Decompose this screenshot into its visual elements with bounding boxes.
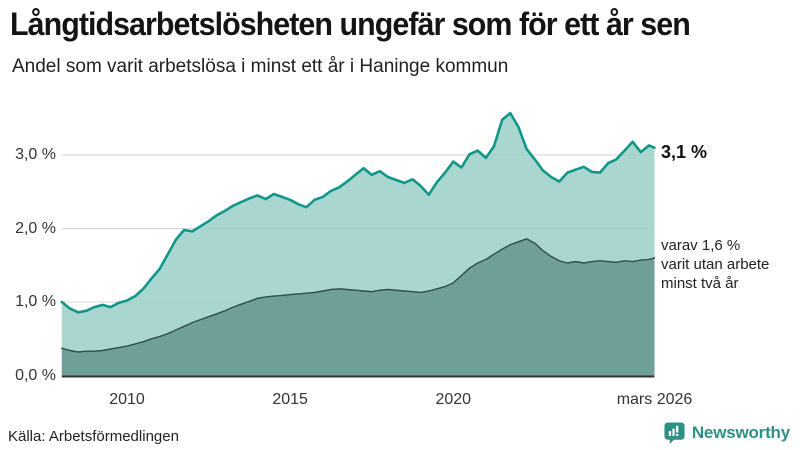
newsworthy-logo-icon (664, 422, 685, 444)
x-tick-label: 2020 (435, 391, 472, 408)
x-tick-label: 2015 (272, 391, 308, 408)
secondary-series-annotation: varav 1,6 % varit utan arbete minst två … (661, 236, 769, 293)
y-tick-label: 3,0 % (15, 146, 56, 163)
y-tick-label: 2,0 % (15, 219, 56, 237)
source-attribution: Källa: Arbetsförmedlingen (8, 428, 179, 445)
x-tick-label: 2010 (109, 391, 145, 408)
latest-value-label: 3,1 % (661, 142, 708, 162)
chart-title: Långtidsarbetslösheten ungefär som för e… (10, 6, 691, 42)
annotation-line-2: varit utan arbete (661, 256, 770, 273)
x-tick-label: mars 2026 (616, 391, 693, 408)
annotation-line-1: varav 1,6 % (661, 237, 741, 254)
chart-subtitle: Andel som varit arbetslösa i minst ett å… (12, 56, 509, 77)
annotation-line-3: minst två år (661, 275, 739, 292)
y-tick-label: 1,0 % (15, 293, 56, 310)
y-tick-label: 0,0 % (15, 366, 56, 384)
newsworthy-logo: Newsworthy (663, 421, 790, 444)
newsworthy-logo-text: Newsworthy (691, 422, 790, 442)
